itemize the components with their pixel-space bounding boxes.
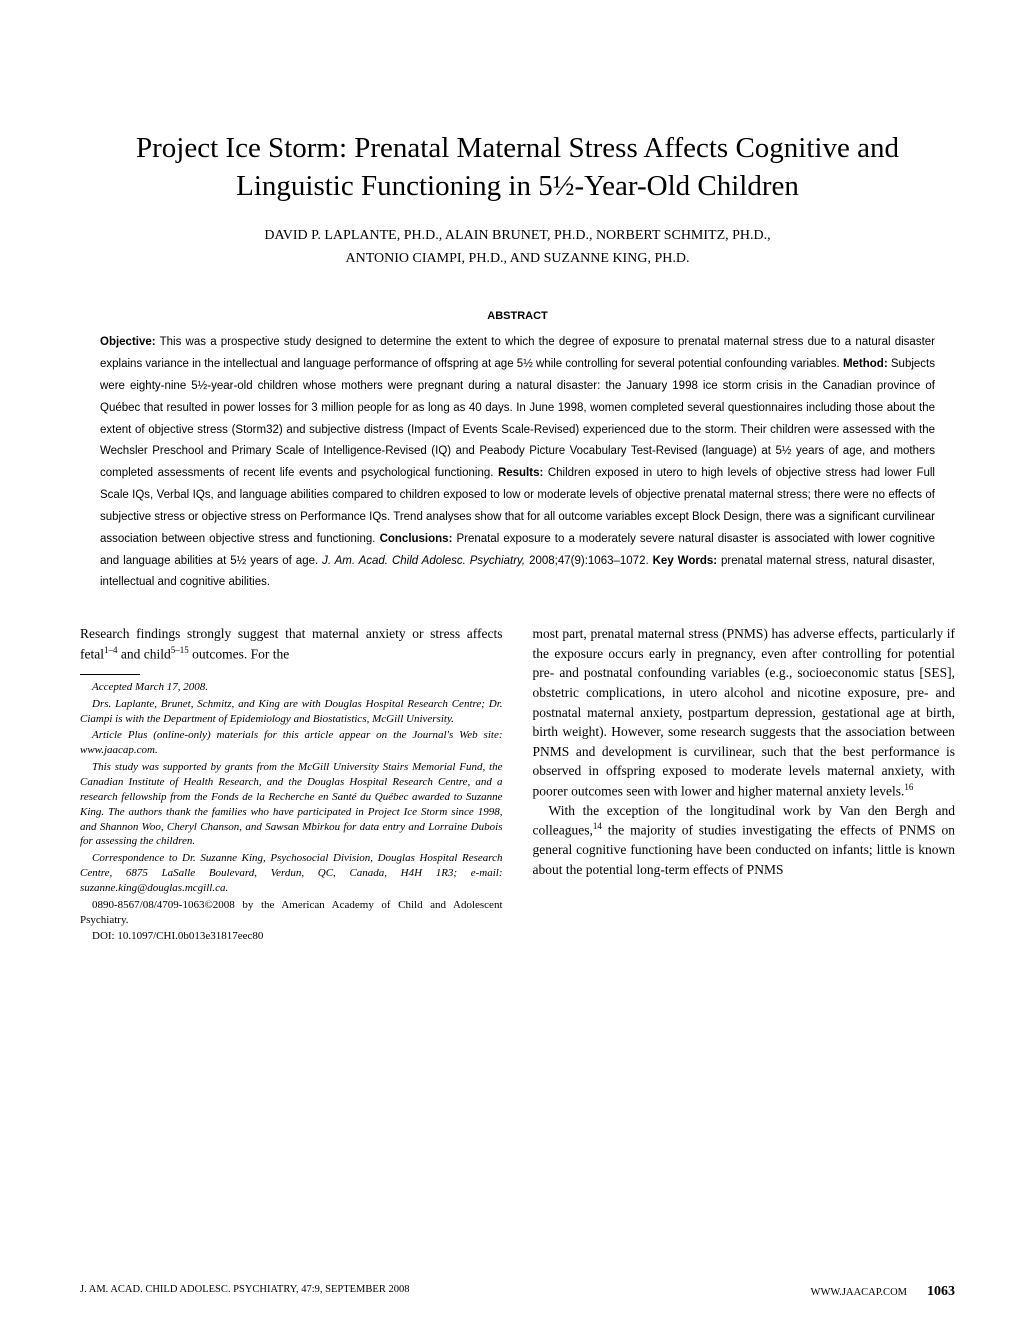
footnote-funding: This study was supported by grants from … — [80, 760, 503, 849]
citation-sup: 1–4 — [104, 645, 118, 655]
abstract-citation: J. Am. Acad. Child Adolesc. Psychiatry, — [322, 555, 525, 567]
body-columns: Research findings strongly suggest that … — [80, 624, 955, 946]
body-paragraph-1: most part, prenatal maternal stress (PNM… — [533, 624, 956, 801]
footnote-doi: DOI: 10.1097/CHI.0b013e31817eec80 — [80, 929, 503, 944]
left-column: Research findings strongly suggest that … — [80, 624, 503, 946]
abstract-results-label: Results: — [498, 467, 543, 479]
author-block: DAVID P. LAPLANTE, PH.D., ALAIN BRUNET, … — [80, 225, 955, 270]
abstract-objective-label: Objective: — [100, 336, 156, 348]
abstract-objective-text: This was a prospective study designed to… — [100, 336, 935, 370]
footnote-articleplus: Article Plus (online-only) materials for… — [80, 728, 503, 758]
abstract-citation-detail: 2008;47(9):1063–1072. — [525, 555, 652, 567]
article-title: Project Ice Storm: Prenatal Maternal Str… — [80, 130, 955, 205]
footnote-rule — [80, 674, 140, 675]
footnote-copyright: 0890-8567/08/4709-1063©2008 by the Ameri… — [80, 898, 503, 928]
citation-sup: 5–15 — [171, 645, 189, 655]
abstract-body: Objective: This was a prospective study … — [100, 332, 935, 594]
abstract-keywords-label: Key Words: — [653, 555, 717, 567]
authors-line-1: DAVID P. LAPLANTE, PH.D., ALAIN BRUNET, … — [80, 225, 955, 247]
citation-sup: 16 — [904, 782, 913, 792]
right-column: most part, prenatal maternal stress (PNM… — [533, 624, 956, 946]
footnotes-block: Accepted March 17, 2008. Drs. Laplante, … — [80, 680, 503, 944]
page-footer: J. AM. ACAD. CHILD ADOLESC. PSYCHIATRY, … — [80, 1284, 955, 1300]
authors-line-2: ANTONIO CIAMPI, PH.D., AND SUZANNE KING,… — [80, 248, 955, 270]
footnote-accepted: Accepted March 17, 2008. — [80, 680, 503, 695]
page-number: 1063 — [927, 1284, 955, 1300]
abstract-method-text: Subjects were eighty-nine 5½-year-old ch… — [100, 358, 935, 479]
abstract-method-label: Method: — [843, 358, 888, 370]
citation-sup: 14 — [593, 821, 602, 831]
intro-paragraph: Research findings strongly suggest that … — [80, 624, 503, 664]
body-paragraph-2: With the exception of the longitudinal w… — [533, 801, 956, 880]
footer-journal-info: J. AM. ACAD. CHILD ADOLESC. PSYCHIATRY, … — [80, 1284, 409, 1300]
abstract-heading: ABSTRACT — [80, 310, 955, 322]
abstract-conclusions-label: Conclusions: — [380, 533, 453, 545]
footer-url: WWW.JAACAP.COM — [811, 1287, 907, 1298]
footnote-affiliation: Drs. Laplante, Brunet, Schmitz, and King… — [80, 697, 503, 727]
footnote-correspondence: Correspondence to Dr. Suzanne King, Psyc… — [80, 851, 503, 896]
